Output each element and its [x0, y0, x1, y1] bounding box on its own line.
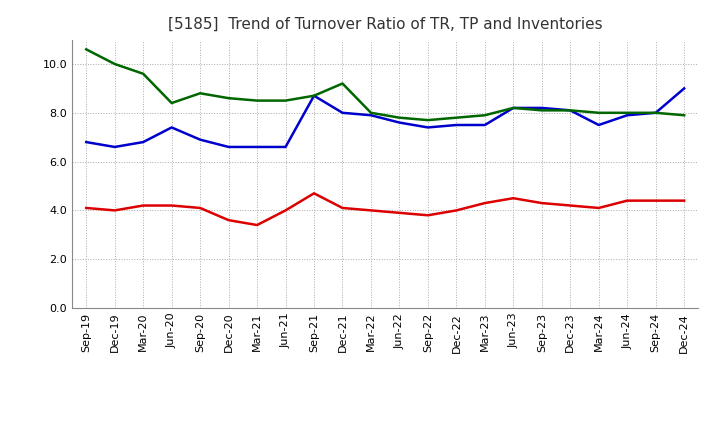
- Trade Receivables: [509, 195, 518, 201]
- Trade Receivables: [452, 208, 461, 213]
- Trade Payables: [338, 110, 347, 115]
- Line: Trade Receivables: Trade Receivables: [86, 193, 684, 225]
- Trade Receivables: [225, 217, 233, 223]
- Trade Receivables: [537, 201, 546, 206]
- Trade Receivables: [82, 205, 91, 211]
- Trade Payables: [366, 113, 375, 118]
- Inventories: [537, 108, 546, 113]
- Trade Payables: [423, 125, 432, 130]
- Inventories: [595, 110, 603, 115]
- Inventories: [338, 81, 347, 86]
- Trade Receivables: [253, 222, 261, 227]
- Trade Payables: [282, 144, 290, 150]
- Trade Receivables: [480, 201, 489, 206]
- Inventories: [652, 110, 660, 115]
- Trade Receivables: [110, 208, 119, 213]
- Trade Receivables: [282, 208, 290, 213]
- Trade Payables: [167, 125, 176, 130]
- Trade Payables: [595, 122, 603, 128]
- Trade Payables: [452, 122, 461, 128]
- Inventories: [139, 71, 148, 77]
- Line: Trade Payables: Trade Payables: [86, 88, 684, 147]
- Inventories: [395, 115, 404, 120]
- Line: Inventories: Inventories: [86, 49, 684, 120]
- Trade Payables: [509, 105, 518, 110]
- Trade Payables: [680, 86, 688, 91]
- Inventories: [225, 95, 233, 101]
- Trade Receivables: [196, 205, 204, 211]
- Trade Receivables: [310, 191, 318, 196]
- Inventories: [509, 105, 518, 110]
- Inventories: [480, 113, 489, 118]
- Trade Receivables: [652, 198, 660, 203]
- Trade Receivables: [167, 203, 176, 208]
- Trade Payables: [652, 110, 660, 115]
- Title: [5185]  Trend of Turnover Ratio of TR, TP and Inventories: [5185] Trend of Turnover Ratio of TR, TP…: [168, 16, 603, 32]
- Inventories: [423, 117, 432, 123]
- Trade Receivables: [395, 210, 404, 216]
- Inventories: [253, 98, 261, 103]
- Trade Payables: [395, 120, 404, 125]
- Trade Receivables: [139, 203, 148, 208]
- Inventories: [167, 100, 176, 106]
- Trade Receivables: [423, 213, 432, 218]
- Inventories: [566, 108, 575, 113]
- Inventories: [623, 110, 631, 115]
- Trade Payables: [225, 144, 233, 150]
- Trade Payables: [537, 105, 546, 110]
- Inventories: [310, 93, 318, 99]
- Inventories: [82, 47, 91, 52]
- Trade Receivables: [595, 205, 603, 211]
- Inventories: [680, 113, 688, 118]
- Trade Receivables: [338, 205, 347, 211]
- Trade Receivables: [366, 208, 375, 213]
- Trade Payables: [480, 122, 489, 128]
- Trade Payables: [196, 137, 204, 142]
- Trade Receivables: [566, 203, 575, 208]
- Trade Payables: [310, 93, 318, 99]
- Trade Payables: [566, 108, 575, 113]
- Trade Receivables: [680, 198, 688, 203]
- Inventories: [452, 115, 461, 120]
- Inventories: [366, 110, 375, 115]
- Trade Payables: [110, 144, 119, 150]
- Inventories: [282, 98, 290, 103]
- Trade Payables: [82, 139, 91, 145]
- Inventories: [110, 61, 119, 66]
- Inventories: [196, 91, 204, 96]
- Trade Payables: [253, 144, 261, 150]
- Trade Payables: [139, 139, 148, 145]
- Trade Payables: [623, 113, 631, 118]
- Trade Receivables: [623, 198, 631, 203]
